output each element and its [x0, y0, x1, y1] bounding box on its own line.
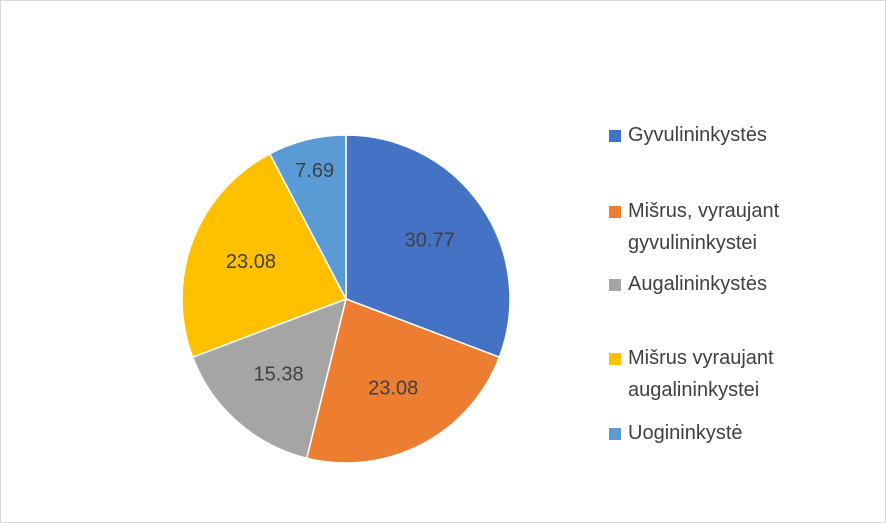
legend-label: Augalininkystės	[628, 273, 767, 295]
data-label: 30.77	[405, 230, 455, 252]
data-label: 23.08	[368, 377, 418, 399]
data-label: 23.08	[226, 251, 276, 273]
data-label: 7.69	[295, 160, 334, 182]
legend-item: Mišrus, vyraujant gyvulininkystei	[609, 195, 839, 259]
legend-label: Mišrus vyraujant augalininkystei	[628, 347, 774, 401]
legend-swatch	[609, 206, 621, 218]
pie-slice	[191, 297, 348, 460]
legend-label: Uogininkystė	[628, 422, 743, 444]
legend-label: Mišrus, vyraujant gyvulininkystei	[628, 200, 780, 254]
pie-slice	[345, 134, 511, 359]
legend-swatch	[609, 279, 621, 291]
legend-swatch	[609, 353, 621, 365]
legend-item: Uogininkystė	[609, 417, 839, 449]
legend-label: Gyvulininkystės	[628, 124, 767, 146]
legend-swatch	[609, 130, 621, 142]
legend-swatch	[609, 428, 621, 440]
pie-slice	[305, 297, 501, 464]
legend-item: Mišrus vyraujant augalininkystei	[609, 342, 839, 406]
pie-slice	[268, 134, 347, 300]
legend-item: Augalininkystės	[609, 268, 839, 300]
data-label: 15.38	[254, 363, 304, 385]
pie-slice	[181, 152, 348, 359]
legend-item: Gyvulininkystės	[609, 119, 839, 151]
